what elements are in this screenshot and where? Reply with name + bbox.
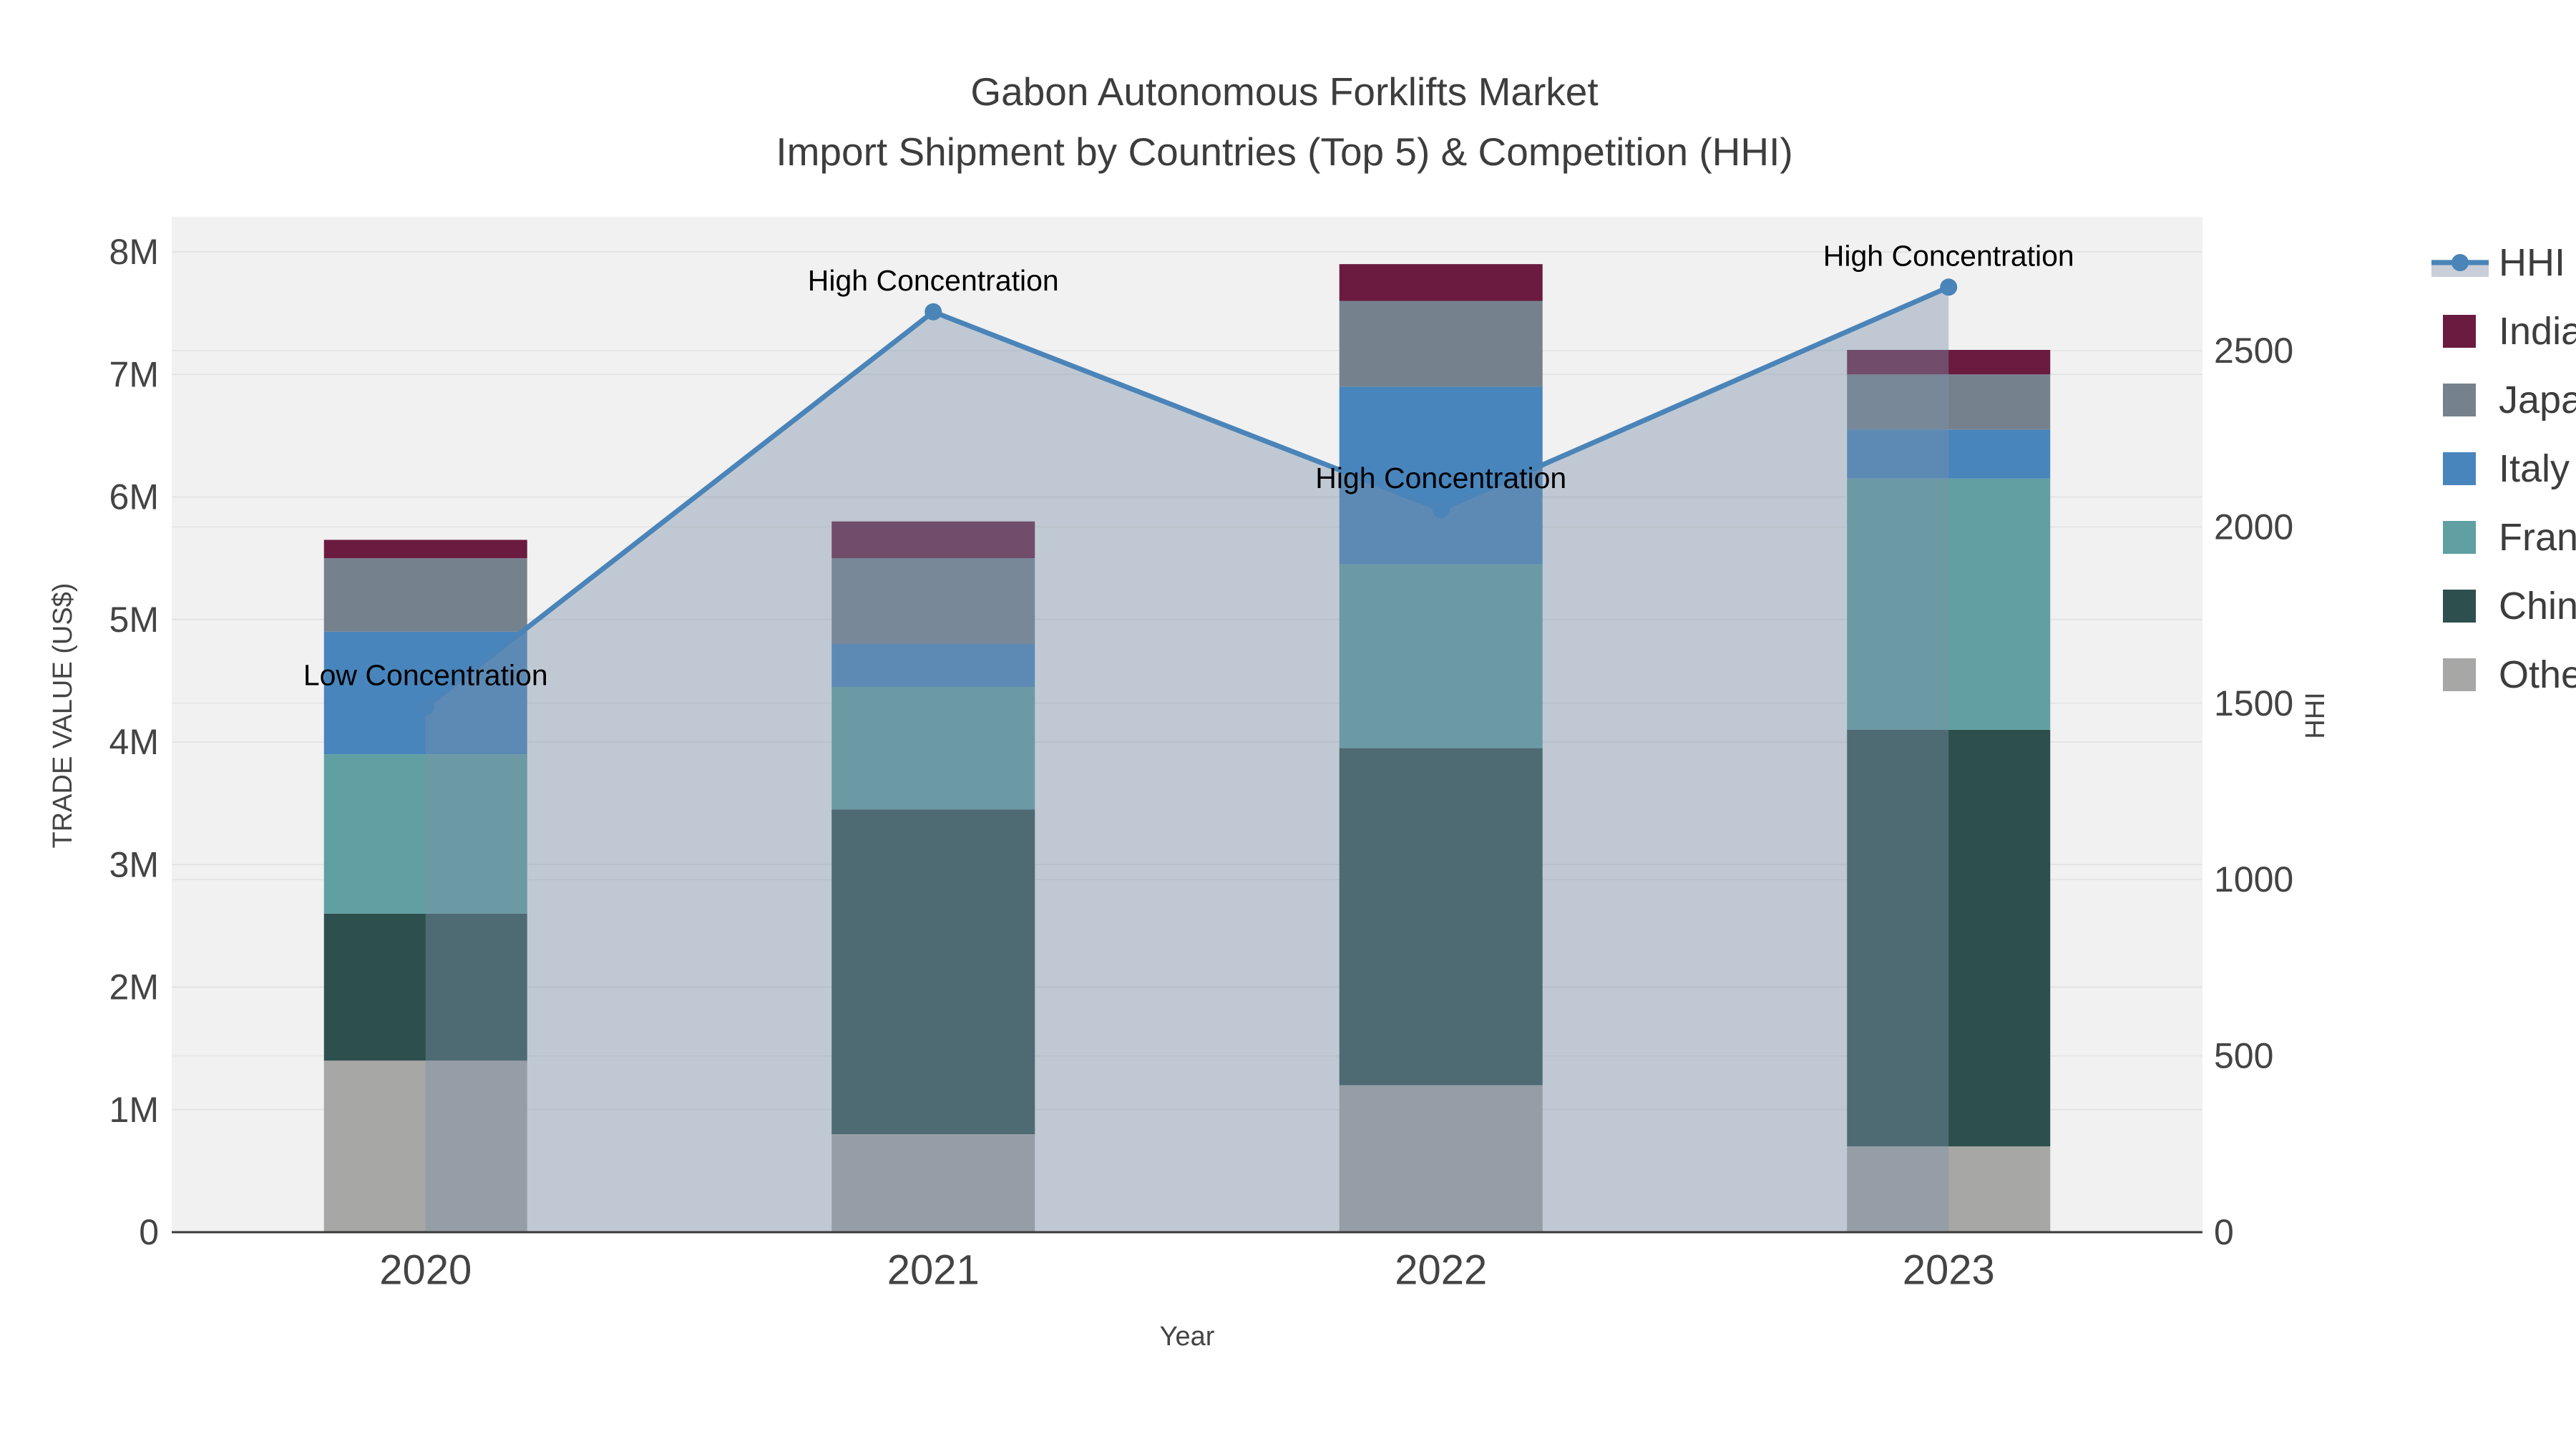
legend-label-india: India [2499,310,2576,353]
bar-segment-italy-2021[interactable] [831,644,1035,687]
bar-segment-others-2021[interactable] [831,1134,1035,1232]
bar-segment-india-2021[interactable] [831,521,1035,559]
hhi-point-2020[interactable] [416,698,434,716]
y-right-tick-2000: 2000 [2214,507,2293,547]
legend-swatch-italy [2443,452,2476,485]
legend-swatch-india [2443,315,2476,348]
hhi-point-2022[interactable] [1432,500,1450,518]
bar-segment-india-2020[interactable] [323,540,527,559]
bar-segment-france-2020[interactable] [323,754,527,914]
legend-item-china[interactable]: China [2443,585,2576,628]
hhi-point-2023[interactable] [1940,278,1958,296]
y-left-tick-8M: 8M [109,232,159,272]
legend-swatch-china [2443,590,2476,623]
bar-segment-france-2022[interactable] [1339,564,1543,748]
y-left-tick-1M: 1M [109,1090,159,1130]
plot-area: Low Concentration High Concentration High … [109,217,2294,1294]
y-left-tick-6M: 6M [109,477,159,517]
y-left-tick-4M: 4M [109,722,159,762]
legend-label-italy: Italy [2499,447,2570,490]
bar-segment-italy-2022[interactable] [1339,386,1543,565]
legend-item-others[interactable]: Others [2443,653,2576,696]
bar-segment-japan-2022[interactable] [1339,301,1543,387]
legend-item-italy[interactable]: Italy [2443,447,2570,490]
bar-segment-china-2021[interactable] [831,809,1035,1134]
y-right-tick-500: 500 [2214,1036,2273,1076]
y-left-tick-5M: 5M [109,600,159,640]
bar-segment-japan-2020[interactable] [323,558,527,632]
bar-segment-china-2022[interactable] [1339,748,1543,1085]
hhi-legend-marker [2451,254,2469,271]
y-right-tick-1500: 1500 [2214,683,2293,723]
legend-label-hhi: HHI [2499,241,2565,284]
legend-item-hhi[interactable]: HHI [2431,241,2565,284]
bar-segment-france-2023[interactable] [1847,478,2051,730]
y-left-tick-2M: 2M [109,967,159,1008]
y-left-tick-7M: 7M [109,354,159,394]
bar-segment-france-2021[interactable] [831,686,1035,810]
bar-segment-others-2022[interactable] [1339,1085,1543,1233]
legend-swatch-france [2443,521,2476,554]
legend-swatch-others [2443,658,2476,691]
bar-segment-japan-2023[interactable] [1847,374,2051,430]
legend-label-japan: Japan [2499,379,2576,421]
x-tick-2021: 2021 [887,1247,980,1294]
annotation-2022: High Concentration [1315,462,1566,494]
bar-segment-others-2020[interactable] [323,1060,527,1232]
bar-segment-india-2023[interactable] [1847,350,2051,375]
annotation-2021: High Concentration [808,264,1059,297]
x-tick-2022: 2022 [1395,1247,1487,1294]
legend-item-france[interactable]: France [2443,516,2576,559]
y-right-tick-2500: 2500 [2214,331,2293,371]
bar-segment-china-2020[interactable] [323,913,527,1061]
bar-segment-italy-2023[interactable] [1847,429,2051,479]
y-right-tick-1000: 1000 [2214,859,2293,899]
legend-label-france: France [2499,516,2576,559]
hhi-point-2021[interactable] [924,303,942,321]
hhi-area-fill [425,287,1949,1232]
bar-segment-japan-2021[interactable] [831,558,1035,644]
annotation-2020: Low Concentration [303,659,548,692]
tick-labels: 0 1M 2M 3M 4M 5M 6M 7M 8M 0 500 1000 1500 2000 2500 202… [109,232,2294,1294]
x-axis-title: Year [1160,1322,1215,1352]
legend-item-japan[interactable]: Japan [2443,379,2576,421]
chart-title: Gabon Autonomous Forklifts Market [970,69,1598,114]
chart-subtitle: Import Shipment by Countries (Top 5) & C… [776,130,1792,174]
annotation-2023: High Concentration [1823,239,2074,272]
y-left-tick-3M: 3M [109,844,159,884]
x-tick-2020: 2020 [379,1247,472,1294]
y-left-tick-0: 0 [139,1212,159,1252]
y-right-axis-title: HHI [2301,692,2331,738]
legend: HHI India Japan Italy France China Others [2431,241,2576,696]
legend-label-china: China [2499,585,2576,628]
x-tick-2023: 2023 [1903,1247,1995,1294]
legend-item-india[interactable]: India [2443,310,2576,353]
bar-segment-india-2022[interactable] [1339,264,1543,301]
stacked-bars [323,264,2051,1233]
bar-segment-china-2023[interactable] [1847,729,2051,1147]
bar-segment-others-2023[interactable] [1847,1146,2051,1232]
y-right-tick-0: 0 [2214,1212,2234,1252]
hhi-line[interactable] [424,285,1950,709]
y-left-axis-title: TRADE VALUE (US$) [48,583,78,849]
legend-swatch-japan [2443,384,2476,416]
legend-label-others: Others [2499,653,2576,696]
